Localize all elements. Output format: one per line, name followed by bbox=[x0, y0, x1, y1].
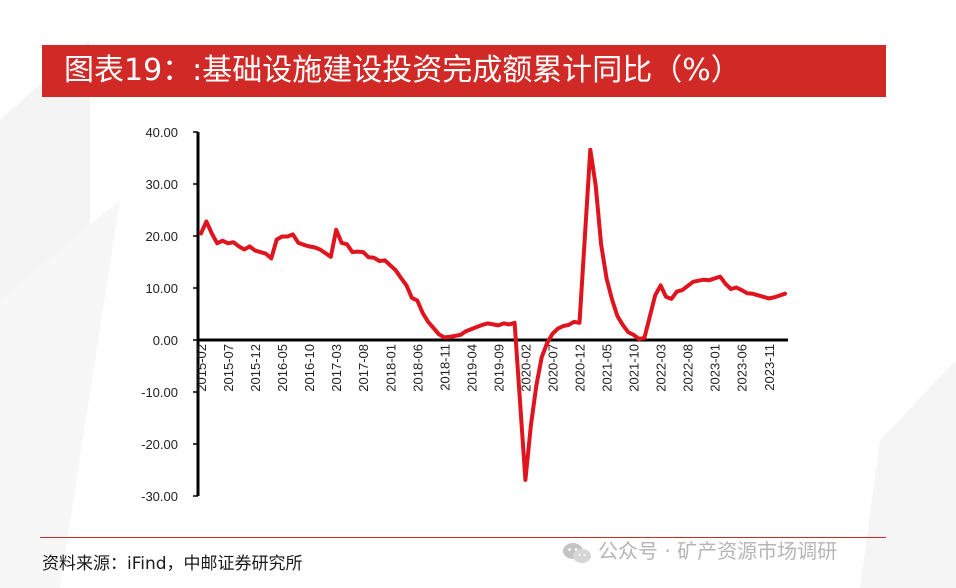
x-tick-label: 2018-11 bbox=[437, 344, 452, 391]
x-tick-label: 2017-03 bbox=[329, 344, 344, 392]
x-tick-label: 2019-04 bbox=[464, 344, 479, 392]
x-tick-label: 2020-07 bbox=[545, 344, 560, 392]
y-tick-label: 40.00 bbox=[145, 125, 178, 140]
y-tick-labels: 40.00 30.00 20.00 10.00 0.00 -10.00 -20.00 -30.… bbox=[141, 125, 198, 504]
x-tick-label: 2022-08 bbox=[681, 344, 696, 392]
y-tick-label: -10.00 bbox=[141, 385, 178, 400]
x-tick-label: 2023-01 bbox=[708, 344, 723, 392]
x-tick-label: 2018-06 bbox=[410, 344, 425, 392]
y-tick-label: 10.00 bbox=[145, 281, 178, 296]
x-tick-label: 2021-05 bbox=[600, 344, 615, 392]
y-tick-label: 0.00 bbox=[153, 333, 178, 348]
x-tick-label: 2015-12 bbox=[248, 344, 263, 392]
wechat-icon bbox=[563, 542, 591, 563]
x-tick-label: 2015-07 bbox=[221, 344, 236, 392]
x-tick-label: 2019-09 bbox=[491, 344, 506, 392]
x-tick-label: 2017-08 bbox=[356, 344, 371, 392]
x-tick-label: 2020-12 bbox=[573, 344, 588, 392]
title-bar: 图表19：:基础设施建设投资完成额累计同比（%） bbox=[42, 45, 886, 97]
watermark: 公众号 · 矿产资源市场调研 bbox=[562, 536, 837, 566]
y-tick-label: -20.00 bbox=[141, 437, 178, 452]
x-tick-label: 2016-10 bbox=[302, 344, 317, 392]
footer-divider bbox=[40, 537, 886, 538]
x-tick-label: 2023-11 bbox=[762, 344, 777, 391]
x-tick-label: 2018-01 bbox=[383, 344, 398, 392]
chart-series bbox=[199, 147, 787, 482]
x-tick-label: 2016-05 bbox=[275, 344, 290, 392]
x-tick-label: 2015-02 bbox=[194, 344, 209, 392]
y-tick-label: 30.00 bbox=[145, 177, 178, 192]
y-tick-label: 20.00 bbox=[145, 229, 178, 244]
source-note: 资料来源：iFind，中邮证券研究所 bbox=[42, 554, 303, 574]
watermark-text: 公众号 · 矿产资源市场调研 bbox=[598, 539, 838, 563]
chart-axes bbox=[196, 132, 788, 496]
y-tick-label: -30.00 bbox=[141, 489, 178, 504]
x-tick-label: 2023-06 bbox=[735, 344, 750, 392]
x-tick-label: 2020-02 bbox=[518, 344, 533, 392]
x-tick-label: 2022-03 bbox=[654, 344, 669, 392]
chart-title: 图表19：:基础设施建设投资完成额累计同比（%） bbox=[64, 53, 741, 88]
x-tick-label: 2021-10 bbox=[627, 344, 642, 392]
series-line-0 bbox=[199, 147, 787, 482]
x-tick-labels: 2015-02 2015-07 2015-12 2016-05 2016-10 2017-… bbox=[194, 344, 777, 392]
